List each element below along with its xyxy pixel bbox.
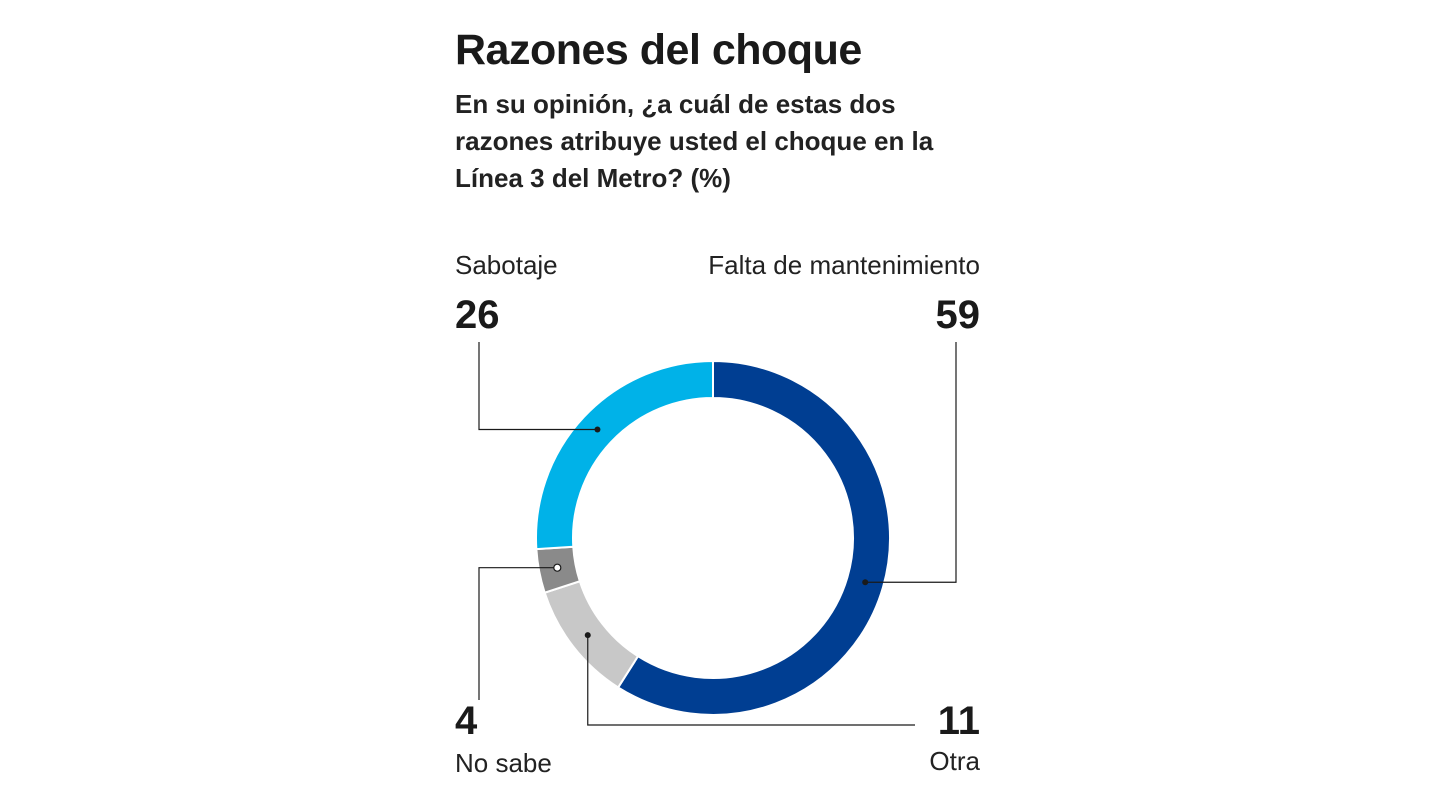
- chart-title: Razones del choque: [455, 26, 862, 74]
- chart-subtitle: En su opinión, ¿a cuál de estas dos razo…: [455, 89, 934, 193]
- value-falta-de-mantenimiento: 59: [935, 293, 981, 337]
- leader-dot-otra: [584, 632, 591, 639]
- leader-line-sabotaje: [478, 342, 598, 431]
- value-sabotaje: 26: [455, 293, 500, 337]
- leader-line-no-sabe: [478, 567, 558, 700]
- label-falta-de-mantenimiento: Falta de mantenimiento: [708, 250, 980, 280]
- leader-dot-no-sabe: [553, 563, 562, 572]
- leader-dot-sabotaje: [594, 426, 601, 433]
- leader-lines-layer: [478, 342, 957, 726]
- value-otra: 11: [937, 699, 980, 743]
- leader-line-falta-de-mantenimiento: [865, 342, 957, 583]
- value-no-sabe: 4: [455, 699, 478, 743]
- slice-sabotaje: [535, 359, 714, 551]
- slices-layer: [535, 359, 891, 716]
- slice-otra: [543, 580, 640, 689]
- leader-dot-falta-de-mantenimiento: [862, 579, 869, 586]
- label-sabotaje: Sabotaje: [455, 250, 558, 280]
- label-no-sabe: No sabe: [455, 748, 552, 778]
- leader-line-otra: [587, 635, 915, 726]
- slice-falta-de-mantenimiento: [616, 359, 891, 716]
- label-otra: Otra: [929, 746, 980, 776]
